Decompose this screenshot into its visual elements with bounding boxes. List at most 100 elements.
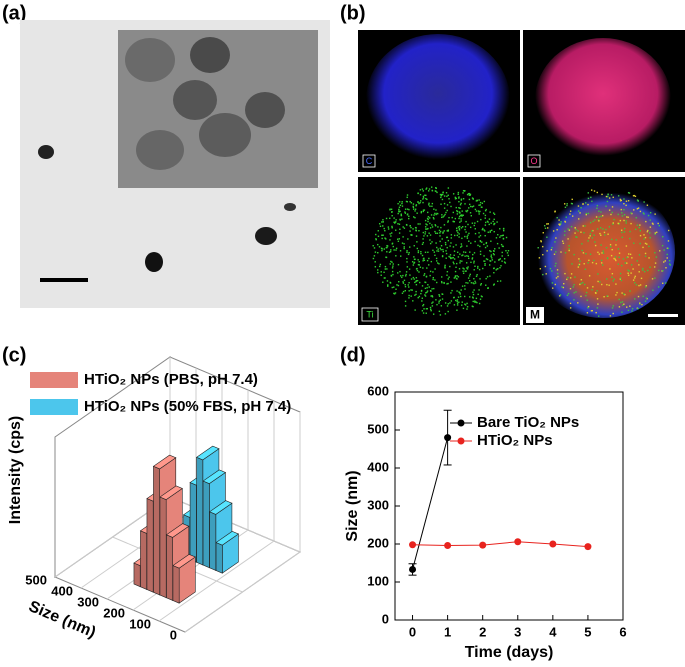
dot [624,293,626,296]
dot [611,307,614,309]
dot [393,293,396,295]
dot [472,300,474,303]
dot [415,293,417,296]
dot [458,236,460,238]
dot [460,289,462,291]
dot [560,221,562,223]
dot [475,200,478,202]
dot [385,217,388,220]
dot [464,226,467,228]
dot [391,214,393,217]
marker [444,434,452,442]
dot [410,278,413,280]
dot [430,290,432,292]
dot [489,275,491,277]
dot [401,292,404,294]
dot [646,204,649,206]
dot [634,298,636,300]
dot [436,250,438,252]
dot [498,259,500,261]
dot [596,228,599,230]
dot [448,255,450,258]
dot [642,295,644,298]
dot [593,234,595,236]
dot [601,193,603,196]
dot [571,198,573,201]
dot [439,247,441,250]
dot [428,232,430,234]
dot [382,219,384,221]
dot [610,254,613,257]
dot [573,299,575,301]
dot [474,208,477,211]
dot [478,204,480,206]
dot [564,252,567,254]
dot [456,278,458,280]
y-tick-label: 200 [367,535,389,550]
x-tick-label: 1 [444,624,451,639]
dot [646,230,649,233]
dot [390,235,392,237]
dot [465,220,467,223]
dot [393,286,395,288]
dot [467,266,469,268]
dot [609,315,612,317]
dot [402,290,405,293]
particle [125,38,175,82]
dot [620,301,622,304]
dot [638,284,640,287]
dot [423,209,426,211]
dot [465,282,467,284]
bar-face [202,469,227,485]
dot [601,214,604,217]
dot [405,273,407,276]
dot [408,251,410,254]
marker [409,541,417,549]
dot [418,295,421,298]
dot [639,284,642,286]
dot [492,250,495,252]
dot [454,275,457,277]
dot [664,260,667,262]
dot [457,256,460,258]
dot [408,268,411,270]
dot [571,215,574,217]
dot [406,208,409,210]
scale-bar [40,278,88,282]
bar-face [209,511,217,571]
dot [403,227,406,229]
dot [596,207,598,209]
dot [555,251,557,253]
dot [436,303,438,306]
dot [504,262,507,264]
dot [579,212,581,214]
dot [436,212,438,215]
dot [383,248,385,250]
dot [445,250,447,252]
dot [566,203,568,205]
dot [431,288,433,290]
dot [422,231,425,234]
dot [403,243,405,245]
dot [422,312,425,314]
dot [418,261,420,263]
dot [599,281,601,283]
dot [422,190,424,192]
dot [474,280,476,283]
dot [497,233,499,236]
dot [619,277,622,279]
x-tick-label: 2 [479,624,486,639]
dot [434,212,436,215]
dot [612,196,614,198]
dot [430,186,433,188]
dot [503,258,506,260]
dot [581,281,584,284]
x-tick-label: 300 [77,594,99,609]
dot [414,294,416,296]
dot [594,241,596,243]
dot [417,223,419,225]
dot [456,309,458,311]
dot [446,209,448,212]
dot [564,230,566,232]
dot [470,261,472,264]
